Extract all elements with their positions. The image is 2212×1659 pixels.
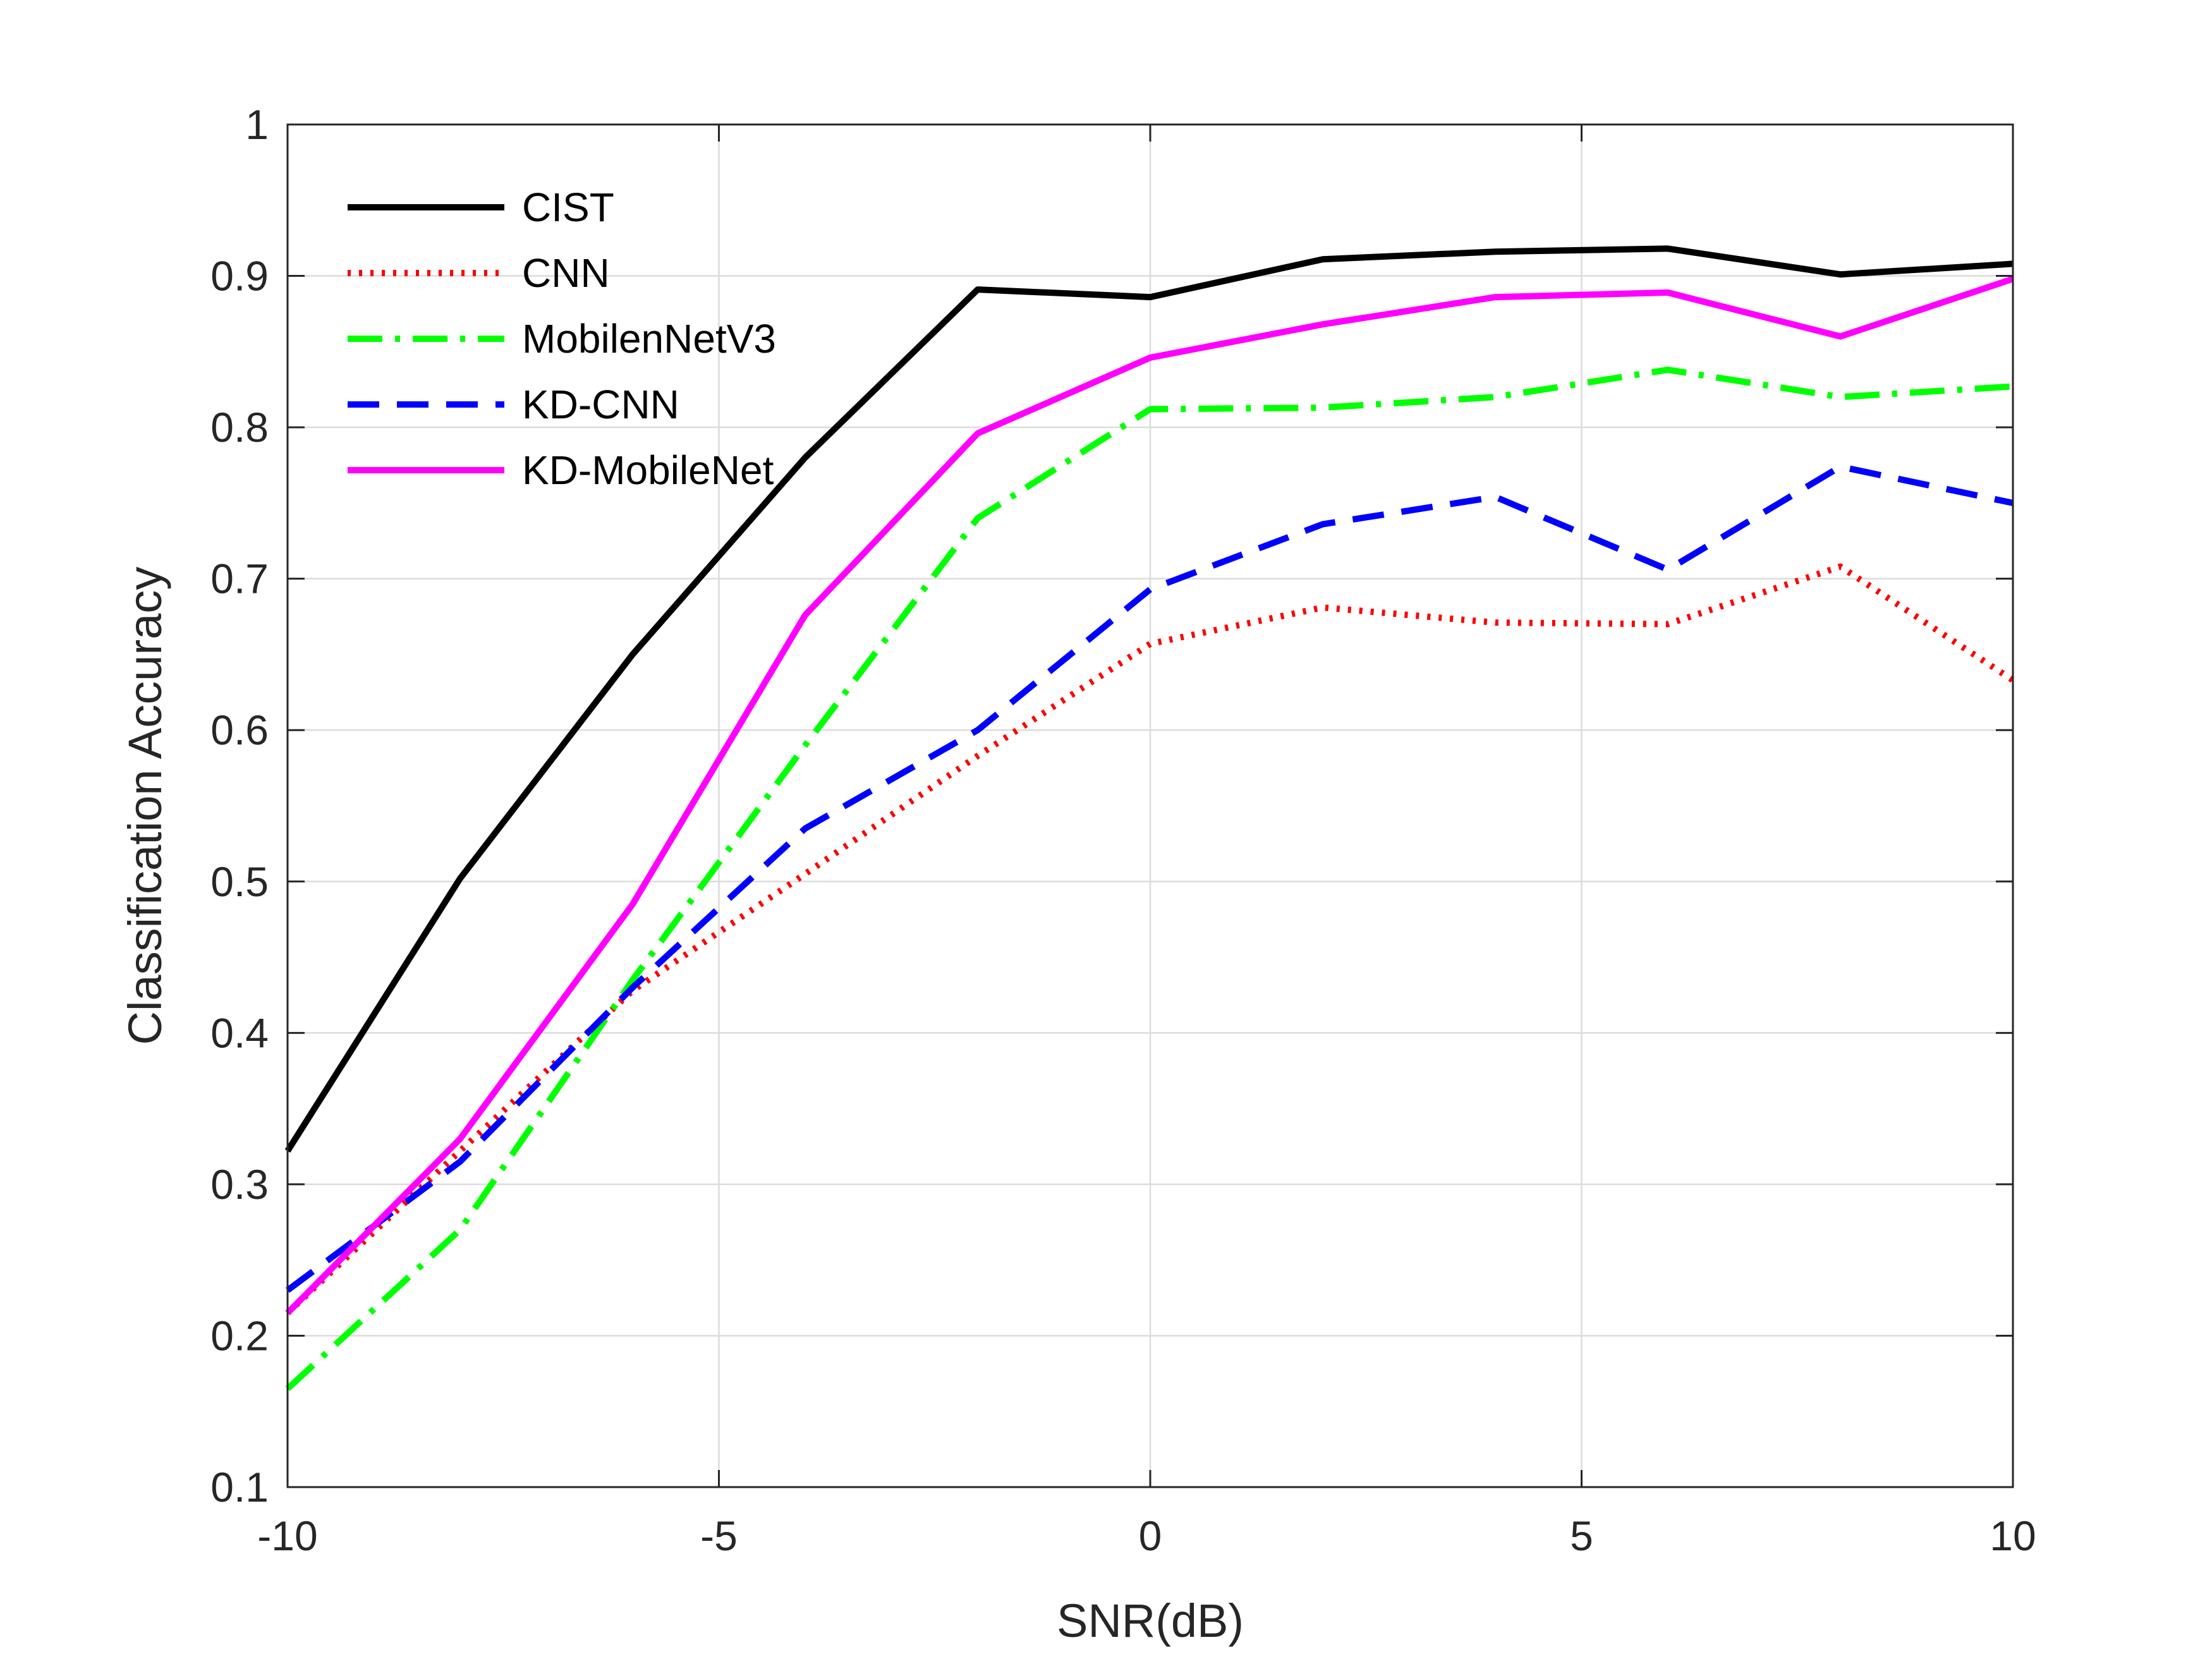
y-tick-label: 0.3 xyxy=(210,1161,269,1208)
y-axis-label: Classification Accuracy xyxy=(119,567,171,1045)
series-line-kd-cnn xyxy=(286,463,2014,1293)
legend-label-cnn: CNN xyxy=(522,250,610,296)
tick-marks xyxy=(286,123,2014,1488)
series-line-kd-mobilenet xyxy=(285,276,2014,1316)
legend-label-mobilennetv3: MobilenNetV3 xyxy=(522,316,776,362)
y-tick-label: 0.5 xyxy=(210,858,269,905)
y-tick-labels: 0.1 0.2 0.3 0.4 0.5 0.6 0.7 0.8 0.9 1 xyxy=(210,101,269,1510)
legend-label-cist: CIST xyxy=(522,185,614,230)
x-tick-label: -10 xyxy=(257,1512,317,1559)
series-line-cist xyxy=(284,245,2014,1153)
series-lines xyxy=(284,245,2015,1391)
x-tick-label: 5 xyxy=(1570,1512,1593,1559)
y-tick-label: 0.8 xyxy=(210,404,269,451)
legend: CIST CNN MobilenNetV3 KD-CNN KD-MobileNet xyxy=(348,185,776,493)
x-tick-label: 0 xyxy=(1139,1512,1162,1559)
y-tick-label: 0.1 xyxy=(210,1464,269,1510)
x-tick-label: 10 xyxy=(1990,1512,2036,1559)
x-axis-label: SNR(dB) xyxy=(1057,1595,1244,1647)
y-tick-label: 0.4 xyxy=(210,1009,269,1056)
series-line-mobilennetv3 xyxy=(285,367,2014,1391)
y-tick-label: 0.6 xyxy=(210,707,269,753)
legend-label-kd-cnn: KD-CNN xyxy=(522,382,679,427)
y-tick-label: 0.2 xyxy=(210,1312,269,1359)
y-tick-label: 0.9 xyxy=(210,253,269,300)
legend-label-kd-mobilenet: KD-MobileNet xyxy=(522,447,774,493)
y-tick-label: 1 xyxy=(245,101,269,148)
x-tick-label: -5 xyxy=(700,1512,738,1559)
x-tick-labels: -10 -5 0 5 10 xyxy=(257,1512,2036,1559)
y-tick-label: 0.7 xyxy=(210,556,269,602)
